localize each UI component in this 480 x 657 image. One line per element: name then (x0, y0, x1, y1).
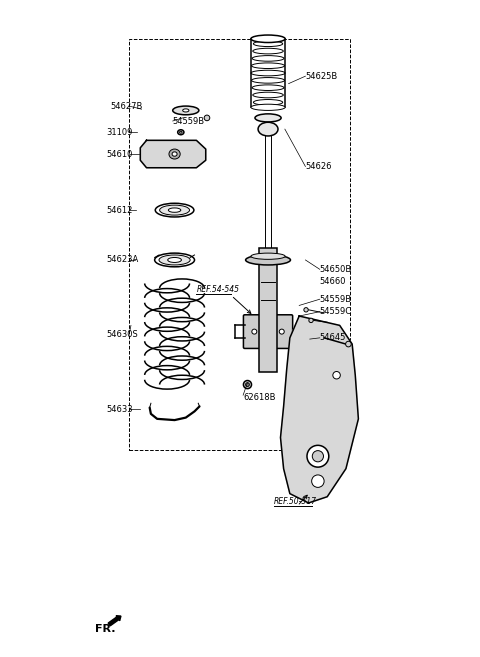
Polygon shape (140, 141, 206, 168)
Ellipse shape (183, 109, 189, 112)
Ellipse shape (204, 115, 210, 121)
Ellipse shape (253, 92, 283, 98)
Ellipse shape (309, 318, 313, 323)
Ellipse shape (346, 341, 351, 347)
Polygon shape (280, 316, 359, 503)
Ellipse shape (246, 383, 249, 386)
Ellipse shape (243, 380, 252, 389)
Ellipse shape (307, 445, 329, 467)
Text: 54559B: 54559B (320, 295, 352, 304)
Text: 54559B: 54559B (173, 116, 205, 125)
Text: 54627B: 54627B (110, 102, 143, 110)
Text: 54612: 54612 (106, 206, 132, 215)
Text: 54623A: 54623A (106, 256, 138, 265)
Ellipse shape (251, 253, 285, 260)
FancyBboxPatch shape (243, 315, 293, 348)
Ellipse shape (168, 258, 181, 262)
Ellipse shape (253, 41, 283, 47)
Ellipse shape (252, 78, 285, 83)
Ellipse shape (246, 255, 290, 265)
Text: 54650B: 54650B (320, 265, 352, 274)
Text: 54630S: 54630S (106, 330, 138, 339)
Ellipse shape (312, 451, 324, 462)
Ellipse shape (252, 56, 284, 61)
Ellipse shape (251, 35, 285, 43)
Ellipse shape (253, 99, 283, 105)
Ellipse shape (253, 48, 283, 54)
Ellipse shape (252, 329, 257, 334)
Ellipse shape (159, 255, 190, 265)
Text: 54633: 54633 (106, 405, 132, 414)
Ellipse shape (160, 205, 190, 215)
Text: 54559C: 54559C (320, 307, 352, 316)
Ellipse shape (255, 114, 281, 122)
Text: 31109: 31109 (106, 127, 132, 137)
Ellipse shape (252, 85, 284, 91)
Text: REF.50-517: REF.50-517 (274, 497, 317, 506)
Text: 54645: 54645 (320, 333, 346, 342)
Text: 54610: 54610 (106, 150, 132, 158)
Text: FR.: FR. (96, 624, 116, 635)
Bar (129, 39, 350, 450)
Text: 54625B: 54625B (305, 72, 337, 81)
Ellipse shape (312, 475, 324, 487)
FancyArrow shape (108, 616, 121, 626)
Ellipse shape (155, 253, 194, 267)
Text: 54660: 54660 (320, 277, 346, 286)
Ellipse shape (333, 371, 340, 379)
Ellipse shape (180, 131, 182, 133)
Ellipse shape (252, 63, 285, 68)
Bar (259, 248, 277, 372)
Text: REF.54-545: REF.54-545 (196, 284, 240, 294)
Text: 54626: 54626 (305, 162, 332, 171)
Ellipse shape (173, 106, 199, 115)
Text: 62618B: 62618B (243, 392, 276, 401)
Ellipse shape (304, 307, 308, 312)
Ellipse shape (168, 208, 181, 212)
Ellipse shape (251, 104, 285, 110)
Ellipse shape (178, 129, 184, 135)
Ellipse shape (155, 203, 194, 217)
Ellipse shape (172, 152, 177, 156)
Ellipse shape (258, 122, 278, 136)
Ellipse shape (169, 149, 180, 159)
Ellipse shape (279, 329, 284, 334)
Ellipse shape (251, 70, 285, 76)
